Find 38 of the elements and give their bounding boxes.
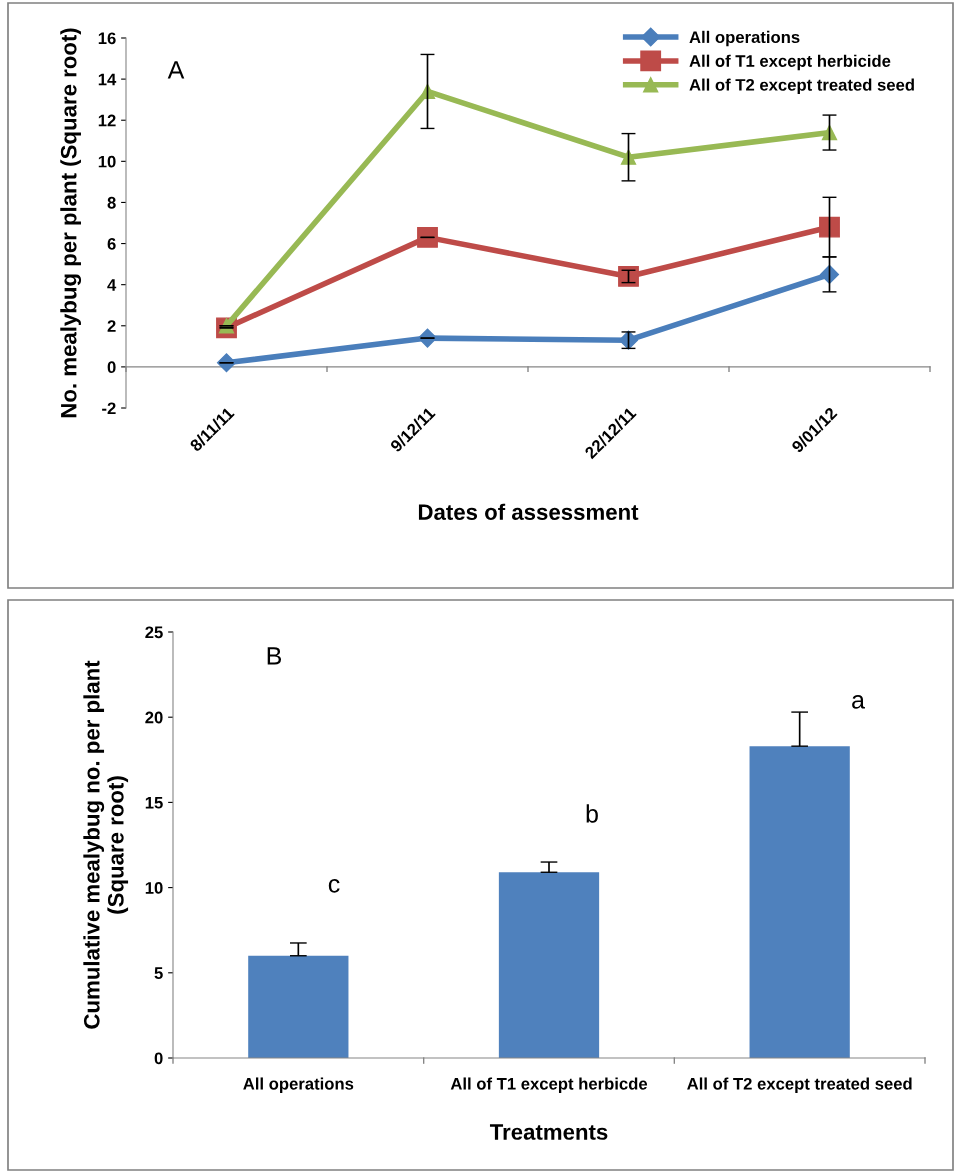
annotation: B [267,647,282,665]
y-tick-label: 10 [98,155,116,168]
y-tick-label: 16 [98,32,116,45]
y-tick-label: -2 [102,402,116,415]
y-tick-label: 2 [107,320,116,332]
annotation: a [852,695,865,709]
y-tick-label: 14 [98,73,117,86]
legend-label: All of T1 except herbicide [689,54,891,71]
y-tick-label: 12 [98,114,116,127]
legend-label: All of T2 except treated seed [689,78,914,95]
annotation: c [328,879,340,893]
x-tick-label: All operations [243,1077,354,1093]
y-tick-label: 10 [145,882,163,894]
y-tick-label: 0 [154,1052,163,1065]
point [417,328,438,348]
y-tick-label: 4 [107,279,117,291]
y-tick-label: 5 [154,967,163,979]
y-axis-title: Cumulative mealybug no. per plant (Square root) [83,660,129,1029]
point [417,226,438,248]
x-tick-label: All of T1 except herbicde [450,1077,648,1093]
bar [248,955,349,1058]
x-axis-title: Treatments [489,1124,608,1140]
bar [749,746,850,1058]
legend-label: All operations [689,30,800,47]
y-tick-label: 20 [145,711,163,724]
x-tick-label: All of T2 except treated seed [687,1077,912,1093]
annotation: b [586,804,598,823]
point [216,353,237,373]
annotation: A [167,61,185,79]
y-tick-label: 15 [145,796,163,809]
y-tick-label: 8 [107,196,116,209]
y-axis-title: No. mealybug per plant (Square root) [60,28,82,418]
y-tick-label: 25 [145,626,163,639]
x-axis-title: Dates of assessment [418,503,639,520]
y-tick-label: 6 [107,237,116,250]
point [819,216,840,238]
bar [498,872,600,1058]
y-tick-label: 0 [107,361,116,374]
